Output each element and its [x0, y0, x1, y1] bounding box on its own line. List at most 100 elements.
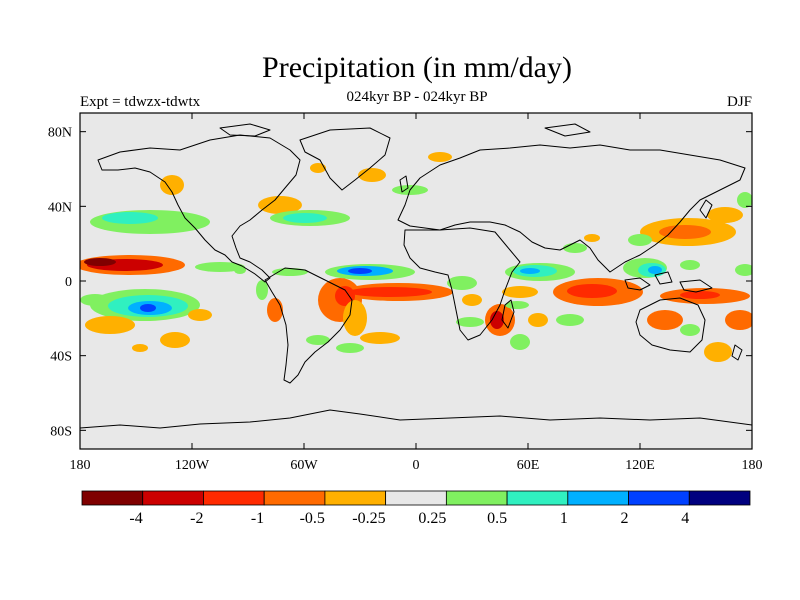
lon-tick-label: 60W: [290, 458, 318, 473]
eurasia-coast: [397, 144, 746, 273]
anomaly-region: [680, 291, 720, 299]
anomaly-region: [567, 284, 617, 298]
anomaly-region: [556, 314, 584, 326]
japan-coast: [699, 199, 713, 219]
anomaly-region: [659, 225, 711, 239]
greenland-coast: [299, 127, 391, 191]
anomaly-region: [704, 342, 732, 362]
anomaly-region: [195, 262, 245, 272]
lat-tick-label: 80N: [48, 126, 72, 141]
colorbar-label: -0.25: [352, 510, 385, 527]
anomaly-region: [707, 207, 743, 223]
colorbar-swatch: [688, 490, 751, 506]
anomaly-region: [502, 286, 538, 298]
anomaly-region: [456, 317, 484, 327]
colorbar-label: -1: [251, 510, 264, 527]
anomaly-region: [132, 344, 148, 352]
anomaly-region: [160, 332, 190, 348]
north-america-coast: [97, 134, 301, 283]
colorbar-label: 2: [621, 510, 629, 527]
anomaly-region: [84, 258, 116, 266]
lat-tick-label: 40N: [48, 200, 72, 215]
anomaly-region: [520, 268, 540, 274]
south-america-coast: [264, 267, 353, 384]
island-coast: [219, 123, 271, 137]
anomaly-region: [102, 212, 158, 224]
colorbar-label: 1: [560, 510, 568, 527]
season-label: DJF: [726, 94, 752, 110]
africa-coast: [403, 227, 521, 341]
anomaly-region: [140, 304, 156, 312]
lon-tick-label: 60E: [517, 458, 540, 473]
island-coast: [679, 279, 713, 293]
colorbar-label: 0.25: [418, 510, 446, 527]
anomaly-region: [160, 175, 184, 195]
anomaly-region: [335, 286, 355, 306]
colorbar-swatch: [445, 490, 508, 506]
new-zealand-coast: [731, 344, 743, 361]
anomaly-region: [735, 264, 752, 276]
chart-title: Precipitation (in mm/day): [262, 51, 572, 84]
latitude-axis: 80N 40N 0 40S 80S: [48, 126, 752, 439]
anomaly-region: [647, 310, 683, 330]
anomaly-region: [428, 152, 452, 162]
colorbar-swatch: [203, 490, 265, 506]
lon-tick-label: 180: [742, 458, 763, 473]
chart-subtitle: 024kyr BP - 024kyr BP: [346, 89, 488, 105]
anomaly-region: [725, 310, 752, 330]
anomaly-region: [680, 324, 700, 336]
lat-tick-label: 0: [65, 275, 72, 290]
anomaly-region: [348, 268, 372, 274]
lat-tick-label: 80S: [50, 424, 72, 439]
uk-coast: [399, 175, 409, 193]
anomaly-region: [490, 311, 504, 329]
colorbar-label: 4: [681, 510, 689, 527]
colorbar-swatch: [385, 490, 447, 506]
colorbar-label: -2: [190, 510, 203, 527]
anomaly-region: [283, 213, 327, 223]
anomaly-region: [348, 287, 432, 297]
anomaly-region: [584, 234, 600, 242]
anomaly-region: [737, 192, 752, 208]
colorbar-label: -4: [129, 510, 142, 527]
anomaly-region: [563, 243, 587, 253]
anomaly-region: [628, 234, 652, 246]
lon-tick-label: 120E: [625, 458, 655, 473]
longitude-axis: 180 120W 60W 0 60E 120E 180: [70, 113, 763, 473]
anomaly-region: [505, 301, 529, 309]
anomaly-region: [447, 276, 477, 290]
anomaly-region: [188, 309, 212, 321]
island-coast: [654, 271, 673, 285]
island-coast: [544, 123, 591, 137]
colorbar: -4 -2 -1 -0.5 -0.25 0.25 0.5 1 2 4: [81, 490, 751, 527]
madagascar-coast: [501, 299, 515, 329]
anomaly-region: [360, 332, 400, 344]
anomaly-region: [343, 300, 367, 336]
anomaly-region: [85, 316, 135, 334]
lon-tick-label: 180: [70, 458, 91, 473]
colorbar-swatch: [324, 490, 387, 506]
colorbar-swatch: [81, 490, 144, 506]
colorbar-swatch: [628, 490, 690, 506]
island-coast: [624, 277, 651, 291]
lon-tick-label: 0: [413, 458, 420, 473]
anomaly-region: [258, 196, 302, 214]
anomaly-region: [528, 313, 548, 327]
lon-tick-label: 120W: [175, 458, 210, 473]
experiment-label: Expt = tdwzx-tdwtx: [80, 94, 201, 110]
colorbar-label: 0.5: [487, 510, 507, 527]
colorbar-label: -0.5: [300, 510, 325, 527]
lat-tick-label: 40S: [50, 350, 72, 365]
colorbar-swatch: [142, 490, 204, 506]
colorbar-swatch: [263, 490, 326, 506]
anomaly-region: [336, 343, 364, 353]
antarctica-coast: [80, 409, 752, 429]
map-background: [80, 113, 752, 449]
anomaly-region: [510, 334, 530, 350]
anomaly-region: [310, 163, 326, 173]
anomaly-region: [256, 280, 268, 300]
coastlines: [80, 123, 752, 429]
anomaly-region: [80, 294, 110, 306]
precip-anomaly-field: [80, 152, 752, 362]
